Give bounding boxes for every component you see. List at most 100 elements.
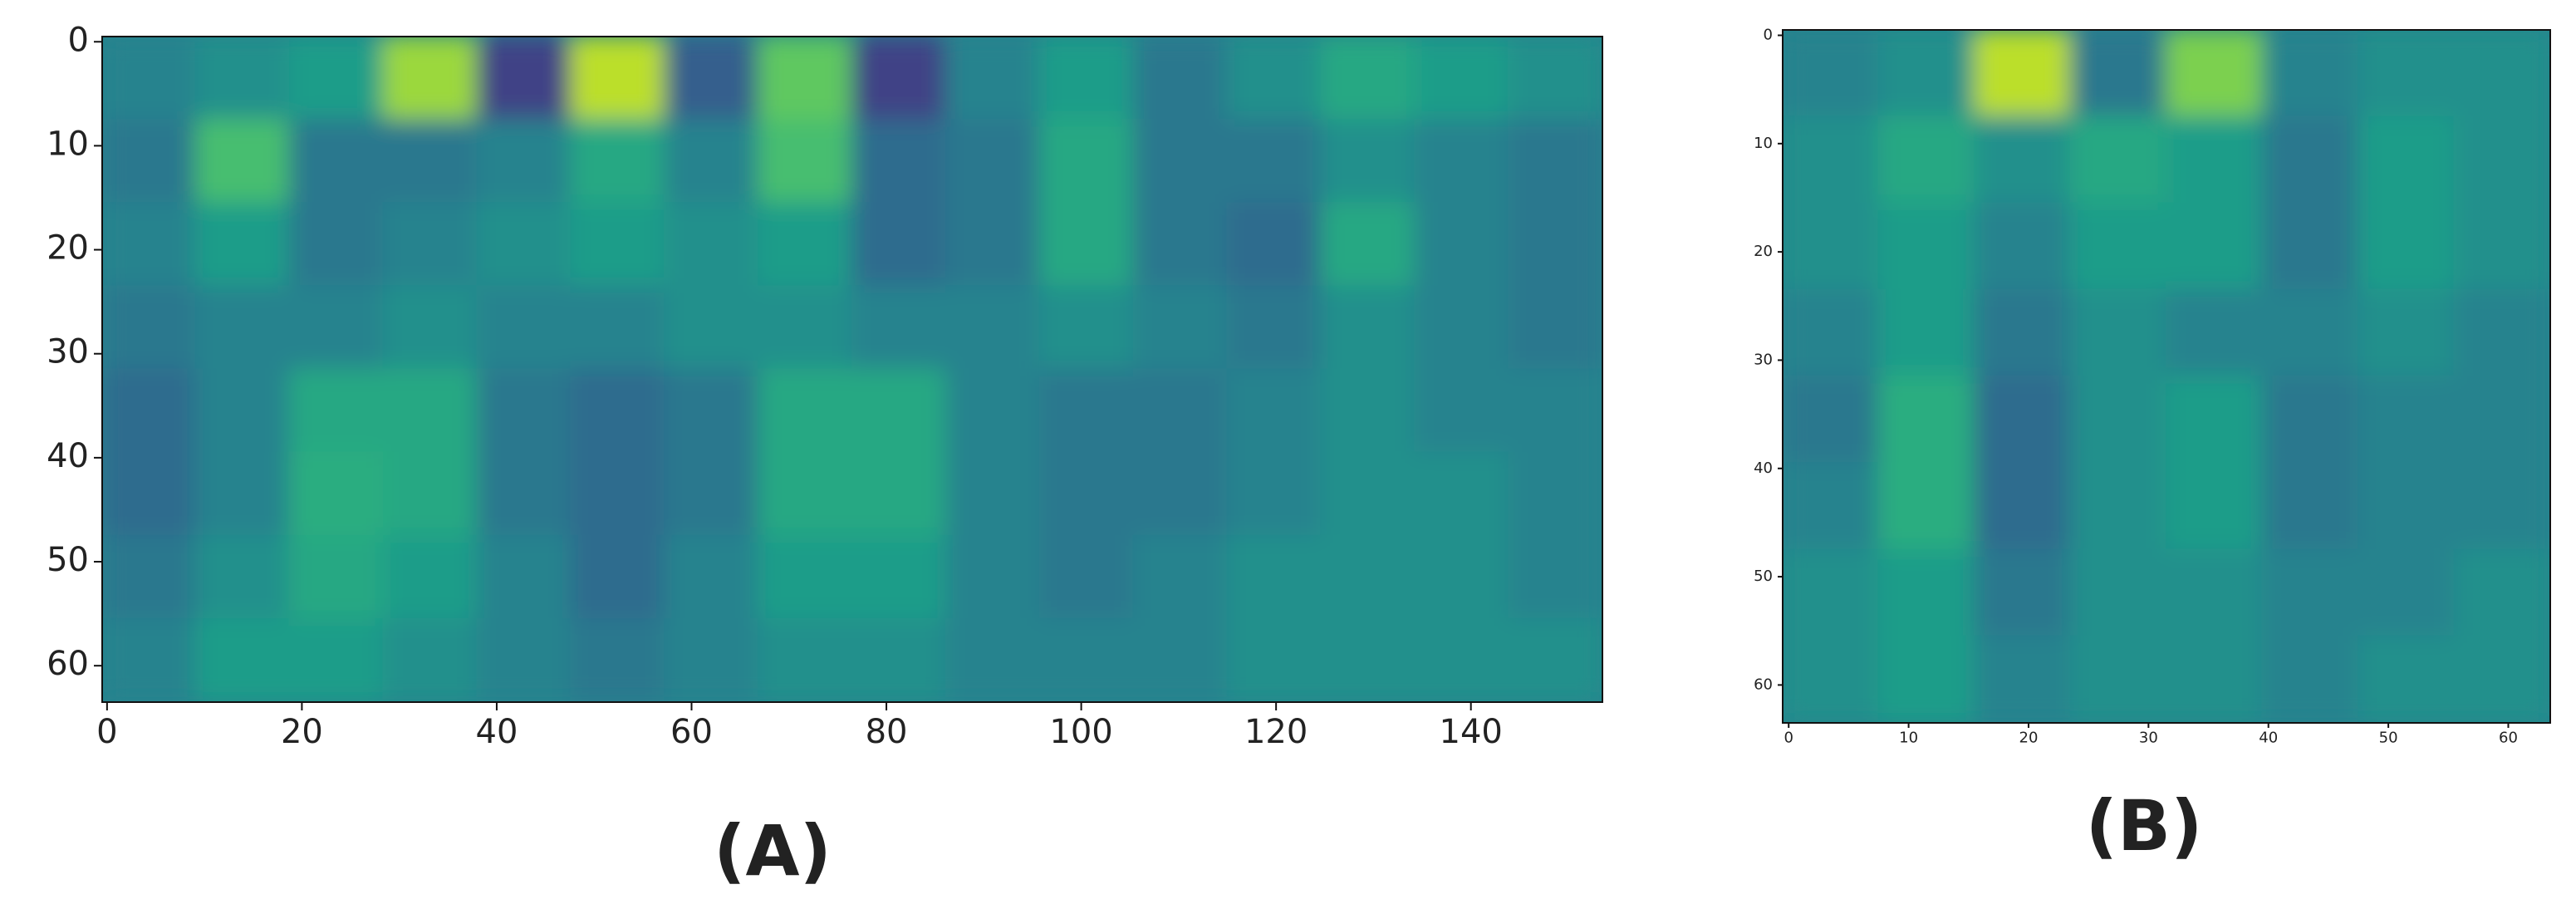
heatmap-cell (288, 285, 385, 371)
y-tick-label: 60 (1754, 676, 1773, 693)
heatmap-cell (476, 534, 572, 620)
heatmap-cell (476, 617, 572, 702)
y-tick-label: 10 (47, 125, 89, 163)
x-tick-label: 120 (1244, 713, 1308, 751)
heatmap-cell (194, 451, 291, 537)
heatmap-cell (1414, 451, 1510, 537)
heatmap-cell (570, 534, 666, 620)
heatmap-cell (102, 617, 197, 702)
heatmap-cell (1038, 119, 1135, 204)
heatmap-cell (851, 534, 947, 620)
heatmap-cell (1783, 462, 1880, 551)
heatmap-cell (1974, 30, 2072, 118)
heatmap-cell (2069, 30, 2167, 118)
heatmap-cell (1132, 285, 1229, 371)
y-tick-label: 50 (1754, 568, 1773, 585)
y-tick-label: 60 (47, 645, 89, 683)
heatmap-cell (1320, 451, 1416, 537)
heatmap-cell (382, 451, 478, 537)
heatmap-cell (851, 368, 947, 454)
heatmap-cell (288, 617, 385, 702)
heatmap-cell (382, 368, 478, 454)
heatmap-cell (758, 617, 853, 702)
heatmap-cell (1783, 288, 1880, 377)
heatmap-cell (2453, 115, 2550, 204)
x-tick-label: 140 (1440, 713, 1503, 751)
heatmap-cell (1508, 617, 1602, 702)
x-tick-label: 40 (476, 713, 518, 751)
heatmap-cell (945, 368, 1041, 454)
heatmap-cell (851, 617, 947, 702)
heatmap-cell (1132, 37, 1229, 121)
heatmap-cell (1226, 534, 1322, 620)
heatmap-cell (382, 534, 478, 620)
heatmap-cell (1038, 534, 1135, 620)
x-tick-label: 20 (2019, 730, 2039, 747)
heatmap-cell (570, 368, 666, 454)
heatmap-cell (758, 202, 853, 287)
heatmap-cell (2069, 288, 2167, 377)
heatmap-cell (1877, 288, 1975, 377)
heatmap-cell (945, 451, 1041, 537)
heatmap-cell (1038, 37, 1135, 121)
heatmap-cell (194, 534, 291, 620)
heatmap-cell (2069, 462, 2167, 551)
heatmap-cell (1226, 451, 1322, 537)
heatmap-cell (1414, 285, 1510, 371)
x-tick-label: 20 (281, 713, 323, 751)
heatmap-cell (382, 119, 478, 204)
heatmap-cell (1038, 451, 1135, 537)
heatmap-cell (102, 202, 197, 287)
heatmap-cell (1414, 534, 1510, 620)
heatmap-cell (2166, 548, 2264, 637)
heatmap-cell (1132, 617, 1229, 702)
heatmap-cell (2261, 30, 2359, 118)
heatmap-cell (476, 285, 572, 371)
heatmap-cell (476, 202, 572, 287)
x-tick-label: 0 (1784, 730, 1793, 747)
heatmap-cell (2261, 376, 2359, 464)
heatmap-cell (945, 119, 1041, 204)
x-tick-label: 30 (2139, 730, 2158, 747)
heatmap-cell (194, 285, 291, 371)
x-tick-label: 80 (866, 713, 908, 751)
heatmap-cell (1414, 119, 1510, 204)
heatmap-cell (102, 285, 197, 371)
heatmap-cell (1974, 376, 2072, 464)
heatmap-cell (1974, 462, 2072, 551)
heatmap-cell (1226, 37, 1322, 121)
heatmap-cell (2261, 115, 2359, 204)
heatmap-cell (1132, 368, 1229, 454)
heatmap-cell (1508, 37, 1602, 121)
x-tick-label: 40 (2259, 730, 2278, 747)
heatmap-cell (1226, 202, 1322, 287)
x-tick-label: 60 (670, 713, 713, 751)
heatmap-cell (570, 451, 666, 537)
heatmap-cell (1877, 548, 1975, 637)
heatmap-cell (1320, 617, 1416, 702)
panel-label: (B) (2086, 785, 2203, 867)
x-tick-label: 0 (96, 713, 117, 751)
heatmap-cell (758, 451, 853, 537)
heatmap-cell (570, 119, 666, 204)
heatmap-cell (1508, 534, 1602, 620)
heatmap-cell (2261, 288, 2359, 377)
heatmap-cell (382, 202, 478, 287)
plot-frame (101, 36, 1603, 703)
heatmap-cell (2069, 202, 2167, 291)
y-tick-label: 40 (1754, 459, 1773, 477)
heatmap-cell (2453, 288, 2550, 377)
heatmap-cell (2261, 462, 2359, 551)
y-tick-label: 20 (1754, 243, 1773, 260)
heatmap-cell (1974, 548, 2072, 637)
heatmap-cell (2453, 635, 2550, 723)
heatmap-cell (2358, 202, 2456, 291)
heatmap-cell (1414, 37, 1510, 121)
y-tick-label: 30 (1754, 351, 1773, 368)
heatmap-cell (945, 202, 1041, 287)
heatmap-cell (102, 119, 197, 204)
heatmap-cell (1974, 202, 2072, 291)
heatmap-cell (1414, 368, 1510, 454)
y-tick-label: 0 (1764, 27, 1773, 44)
x-tick-label: 50 (2379, 730, 2398, 747)
